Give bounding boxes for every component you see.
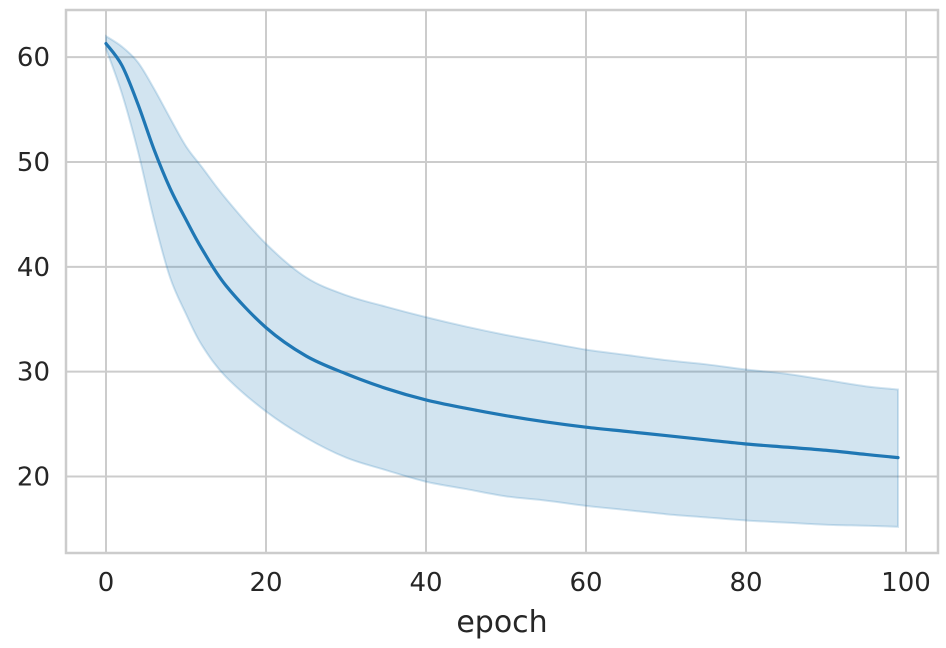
y-tick-labels: 20 30 40 50 60 bbox=[17, 43, 50, 492]
y-tick-label: 50 bbox=[17, 148, 50, 178]
y-tick-label: 40 bbox=[17, 253, 50, 283]
x-tick-label: 80 bbox=[729, 568, 762, 598]
y-gridlines bbox=[66, 56, 938, 478]
x-axis-label: epoch bbox=[456, 605, 547, 640]
confidence-band bbox=[105, 34, 899, 528]
x-gridlines bbox=[105, 10, 907, 553]
y-tick-label: 20 bbox=[17, 462, 50, 492]
y-tick-label: 30 bbox=[17, 358, 50, 388]
x-tick-label: 0 bbox=[98, 568, 115, 598]
x-tick-labels: 0 20 40 60 80 100 bbox=[98, 568, 931, 598]
plot-frame bbox=[64, 8, 940, 555]
x-tick-label: 60 bbox=[569, 568, 602, 598]
mean-line bbox=[104, 41, 900, 460]
x-tick-label: 20 bbox=[249, 568, 282, 598]
x-tick-label: 100 bbox=[881, 568, 931, 598]
x-tick-label: 40 bbox=[409, 568, 442, 598]
y-tick-label: 60 bbox=[17, 43, 50, 73]
